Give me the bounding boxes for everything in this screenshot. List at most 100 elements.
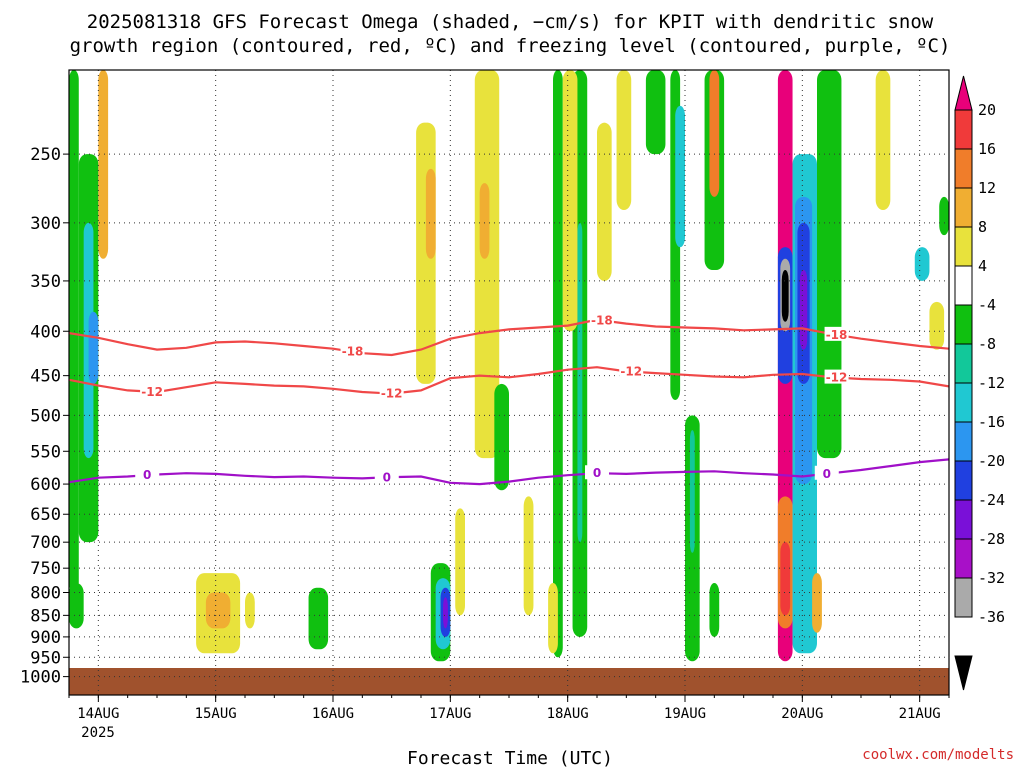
omega-cell (689, 430, 695, 553)
colorbar-label: -12 (978, 374, 1005, 392)
omega-cell (597, 122, 612, 281)
omega-cell (616, 70, 632, 211)
contour-label: -12 (620, 365, 642, 379)
surface-ground-band (69, 668, 949, 695)
x-tick-label: 18AUG (547, 706, 589, 722)
omega-cell (799, 269, 808, 350)
omega-cell (425, 168, 436, 259)
y-tick-label: 450 (30, 367, 61, 387)
contour-label: 0 (143, 468, 151, 482)
colorbar-label: 20 (978, 101, 996, 119)
contour-label-bg (585, 465, 609, 480)
colorbar-segment (954, 421, 973, 462)
contour-label: 0 (383, 470, 391, 484)
omega-cell (494, 383, 509, 491)
contour-label-bg (140, 383, 165, 398)
contour-label: -12 (141, 385, 163, 399)
omega-cell (455, 508, 465, 616)
colorbar-label: 4 (978, 257, 987, 275)
grid (69, 70, 949, 695)
y-tick-label: 800 (30, 584, 61, 604)
x-axis-ticks: 14AUG 15AUG 16AUG 17AUG 18AUG 19AUG 20AUG 21AUG (68, 695, 950, 722)
contour-label-bg (824, 369, 849, 384)
y-tick-label: 1000 (20, 668, 61, 688)
omega-cell (69, 582, 84, 629)
colorbar-label: -36 (978, 608, 1005, 626)
colorbar: 20 16 12 8 4 -4 -8 -12 -16 -20 -24 -28 -32 -36 (954, 75, 1005, 691)
omega-cell (69, 70, 79, 593)
y-tick-label: 850 (30, 606, 61, 626)
omega-cell (812, 573, 822, 633)
colorbar-segment (954, 538, 973, 579)
colorbar-label: -28 (978, 530, 1005, 548)
y-tick-label: 300 (30, 214, 61, 234)
colorbar-label: -16 (978, 413, 1005, 431)
omega-cell (780, 542, 791, 616)
omega-cell (523, 496, 534, 616)
colorbar-label: 8 (978, 218, 987, 236)
y-tick-label: 350 (30, 272, 61, 292)
omega-cell (98, 70, 109, 259)
colorbar-label: -4 (978, 296, 996, 314)
y-tick-label: 950 (30, 648, 61, 668)
contour-label: 0 (823, 467, 831, 481)
colorbar-label: 12 (978, 179, 996, 197)
omega-cell (914, 247, 930, 281)
y-tick-label: 750 (30, 559, 61, 579)
contours: -18 -18 -18 -12 -12 -12 -12 0 0 0 0 (69, 312, 949, 486)
x-tick-label: 16AUG (312, 706, 354, 722)
contour-line (69, 366, 949, 395)
contour-line (69, 318, 949, 357)
contour-label: -12 (826, 371, 848, 385)
contour-label-bg (340, 343, 365, 358)
x-axis-label: Forecast Time (UTC) (407, 748, 613, 768)
y-tick-label: 900 (30, 628, 61, 648)
colorbar-segment (954, 382, 973, 423)
omega-cell (474, 70, 500, 459)
omega-cell (548, 582, 558, 654)
x-tick-label: 17AUG (429, 706, 471, 722)
colorbar-segment (954, 499, 973, 540)
colorbar-segment (954, 226, 973, 267)
colorbar-segment (954, 304, 973, 345)
omega-cell (562, 70, 578, 332)
x-year-label: 2025 (81, 725, 115, 741)
colorbar-segment (954, 109, 973, 150)
y-tick-label: 500 (30, 406, 61, 426)
y-tick-label: 600 (30, 475, 61, 495)
omega-cell (939, 196, 949, 236)
y-tick-label: 550 (30, 442, 61, 462)
x-tick-label: 21AUG (899, 706, 941, 722)
contour-label-bg (619, 363, 644, 378)
colorbar-segment (954, 187, 973, 228)
y-tick-label: 400 (30, 322, 61, 342)
contour-label-bg (374, 469, 399, 484)
omega-cell (709, 582, 720, 637)
colorbar-label: -20 (978, 452, 1005, 470)
omega-cell (479, 183, 490, 259)
colorbar-top-triangle (954, 75, 973, 111)
contour-label-bg (824, 326, 849, 341)
colorbar-segment (954, 577, 973, 618)
omega-cell (709, 70, 720, 197)
colorbar-label: 16 (978, 140, 996, 158)
omega-cell (781, 269, 789, 322)
contour-line (69, 458, 949, 486)
colorbar-label: -8 (978, 335, 996, 353)
colorbar-segment (954, 265, 973, 306)
omega-shading (69, 70, 949, 662)
omega-cell (245, 592, 255, 629)
contour-label-bg (589, 312, 614, 327)
colorbar-segment (954, 343, 973, 384)
colorbar-label: -32 (978, 569, 1005, 587)
x-tick-label: 14AUG (77, 706, 119, 722)
contour-label: -18 (342, 345, 364, 359)
contour-label-bg (379, 385, 404, 400)
omega-cell (205, 592, 231, 629)
omega-cell (817, 70, 842, 459)
omega-cell (929, 301, 945, 350)
x-tick-label: 15AUG (195, 706, 237, 722)
contour-label-bg (135, 467, 160, 482)
chart-title-line2: growth region (contoured, red, ºC) and f… (70, 35, 951, 57)
omega-cell (675, 105, 685, 248)
